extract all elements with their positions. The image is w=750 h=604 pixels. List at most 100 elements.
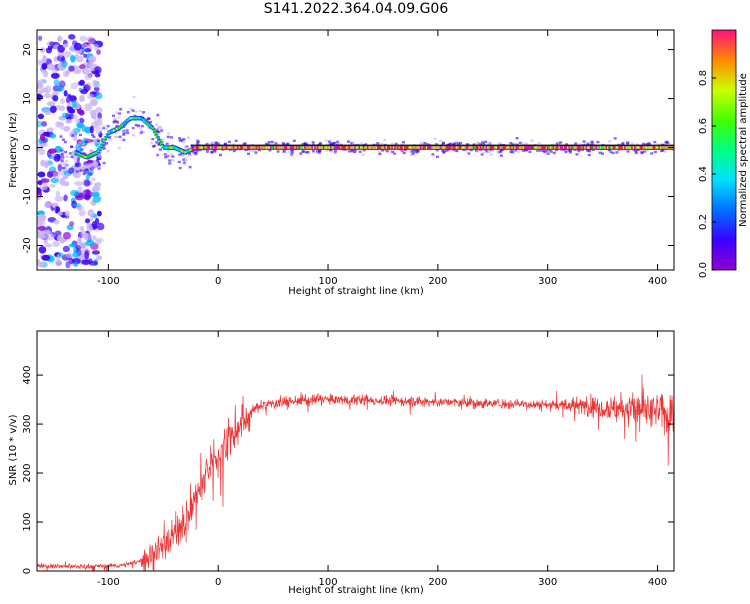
spectrogram-cell xyxy=(449,142,453,146)
spectrogram-cell xyxy=(621,148,625,152)
spectrogram-cell xyxy=(38,246,47,254)
spectrogram-cell xyxy=(54,195,64,202)
spectrogram-cell xyxy=(400,149,404,153)
spectrogram-cell xyxy=(254,151,258,154)
spectrogram-cell xyxy=(108,130,112,134)
spectrogram-cell xyxy=(412,146,416,149)
spectrogram-cell xyxy=(654,146,657,149)
spectrogram-cell xyxy=(288,150,292,154)
spectrogram-cell xyxy=(122,133,126,136)
spectrogram-cell xyxy=(275,146,279,149)
snr-panel: -100 0 100 200 300 400 0 100 200 300 400 Height of… xyxy=(8,330,675,596)
spectrogram-cell xyxy=(74,160,78,164)
spectrogram-cell xyxy=(162,146,166,149)
spectrogram-cell xyxy=(276,150,280,153)
spectrogram-cell xyxy=(187,136,191,139)
spectrogram-cell xyxy=(94,152,98,155)
spectrogram-cell xyxy=(168,162,172,165)
snr-xtick-label: 300 xyxy=(538,577,557,588)
spectrogram-cell xyxy=(631,146,634,149)
spectrogram-cell xyxy=(130,116,133,120)
spectrogram-cell xyxy=(68,243,77,248)
spectrogram-cell xyxy=(181,149,185,153)
spectrogram-cell xyxy=(629,146,633,149)
spectrogram-cell xyxy=(578,143,582,146)
spectrogram-cell xyxy=(342,146,346,149)
spectrogram-cell xyxy=(379,142,383,146)
spectrogram-cell xyxy=(93,43,100,51)
spectrogram-cell xyxy=(514,146,517,149)
spectrogram-xtick-label: 100 xyxy=(318,276,337,287)
spectrogram-cell xyxy=(77,237,82,245)
spectrogram-cell xyxy=(375,146,379,149)
spectrogram-cell xyxy=(575,146,579,149)
spectrogram-cell xyxy=(324,139,328,142)
spectrogram-cell xyxy=(331,146,335,149)
spectrogram-cell xyxy=(142,119,146,122)
spectrogram-cell xyxy=(210,141,214,145)
spectrogram-cell xyxy=(65,261,71,269)
spectrogram-cell xyxy=(155,141,159,144)
spectrogram-cell xyxy=(37,113,45,120)
spectrogram-cell xyxy=(615,151,619,154)
spectrogram-cell xyxy=(168,146,172,149)
spectrogram-cell xyxy=(74,195,84,201)
spectrogram-cell xyxy=(602,146,606,149)
spectrogram-cell xyxy=(665,146,669,149)
spectrogram-cell xyxy=(96,222,105,231)
snr-xtick-label: 400 xyxy=(648,577,667,588)
snr-ytick-label: 100 xyxy=(22,512,33,531)
spectrogram-cell xyxy=(394,142,398,146)
spectrogram-cell xyxy=(604,146,607,149)
spectrogram-cell xyxy=(474,146,477,149)
spectrogram-cell xyxy=(230,146,233,149)
spectrogram-cell xyxy=(291,146,295,149)
spectrogram-cell xyxy=(37,261,45,268)
snr-ylabel: SNR (10 * v/v) xyxy=(8,414,19,485)
spectrogram-cell xyxy=(428,146,432,149)
spectrogram-cell xyxy=(124,121,128,124)
spectrogram-cell xyxy=(171,146,175,149)
spectrogram-cell xyxy=(102,125,106,128)
spectrogram-cell xyxy=(587,149,591,153)
spectrogram-cell xyxy=(112,121,116,124)
spectrogram-cell xyxy=(171,159,175,162)
spectrogram-cell xyxy=(496,150,500,153)
spectrogram-cell xyxy=(102,139,106,142)
spectrogram-cell xyxy=(429,146,433,149)
spectrogram-cell xyxy=(40,159,46,167)
spectrogram-cell xyxy=(650,152,654,155)
spectrogram-cell xyxy=(488,142,492,145)
spectrogram-cell xyxy=(571,146,574,149)
spectrogram-cell xyxy=(371,146,375,149)
spectrogram-cell xyxy=(188,149,192,152)
spectrogram-cell xyxy=(65,119,73,124)
spectrogram-cell xyxy=(217,146,220,149)
spectrogram-cell xyxy=(505,146,509,149)
spectrogram-cell xyxy=(334,150,338,153)
spectrogram-cell xyxy=(136,124,140,127)
spectrogram-cell xyxy=(467,152,471,155)
spectrogram-cell xyxy=(113,119,117,122)
spectrogram-cell xyxy=(402,146,406,149)
spectrogram-cell xyxy=(626,150,630,153)
spectrogram-cell xyxy=(471,146,474,149)
spectrogram-cell xyxy=(76,108,84,115)
spectrogram-cell xyxy=(582,146,586,149)
spectrogram-cell xyxy=(512,146,516,149)
spectrogram-cell xyxy=(104,127,108,131)
spectrogram-cell xyxy=(164,155,168,159)
spectrogram-cell xyxy=(635,146,639,149)
spectrogram-cell xyxy=(439,146,443,149)
spectrogram-cell xyxy=(193,153,197,156)
spectrogram-cell xyxy=(128,117,132,121)
spectrogram-cell xyxy=(232,149,236,153)
spectrogram-cell xyxy=(161,138,165,142)
spectrogram-cell xyxy=(148,120,152,124)
spectrogram-marks xyxy=(37,33,674,269)
spectrogram-cell xyxy=(462,148,466,152)
spectrogram-cell xyxy=(88,154,92,158)
spectrogram-cell xyxy=(350,141,354,145)
spectrogram-cell xyxy=(90,153,93,157)
spectrogram-cell xyxy=(567,146,570,149)
